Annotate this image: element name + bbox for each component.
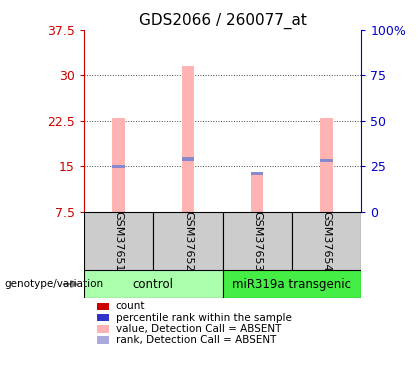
- Bar: [251, 174, 263, 212]
- FancyBboxPatch shape: [84, 270, 223, 298]
- Bar: [320, 118, 333, 212]
- Text: control: control: [133, 278, 174, 291]
- Text: GSM37651: GSM37651: [114, 211, 123, 271]
- Bar: [320, 159, 333, 162]
- Text: value, Detection Call = ABSENT: value, Detection Call = ABSENT: [116, 324, 281, 334]
- Title: GDS2066 / 260077_at: GDS2066 / 260077_at: [139, 12, 307, 28]
- Bar: [113, 165, 125, 168]
- Bar: [113, 118, 125, 212]
- Bar: [182, 158, 194, 161]
- Text: genotype/variation: genotype/variation: [4, 279, 103, 289]
- Text: miR319a transgenic: miR319a transgenic: [232, 278, 352, 291]
- FancyBboxPatch shape: [292, 212, 361, 270]
- Text: rank, Detection Call = ABSENT: rank, Detection Call = ABSENT: [116, 335, 276, 345]
- FancyBboxPatch shape: [84, 212, 153, 270]
- FancyBboxPatch shape: [223, 270, 361, 298]
- Text: count: count: [116, 302, 145, 311]
- Text: GSM37653: GSM37653: [252, 211, 262, 271]
- FancyBboxPatch shape: [223, 212, 292, 270]
- Bar: [251, 172, 263, 176]
- Bar: [182, 66, 194, 212]
- Text: GSM37654: GSM37654: [322, 211, 331, 271]
- FancyBboxPatch shape: [153, 212, 223, 270]
- Text: GSM37652: GSM37652: [183, 211, 193, 271]
- Text: percentile rank within the sample: percentile rank within the sample: [116, 313, 291, 322]
